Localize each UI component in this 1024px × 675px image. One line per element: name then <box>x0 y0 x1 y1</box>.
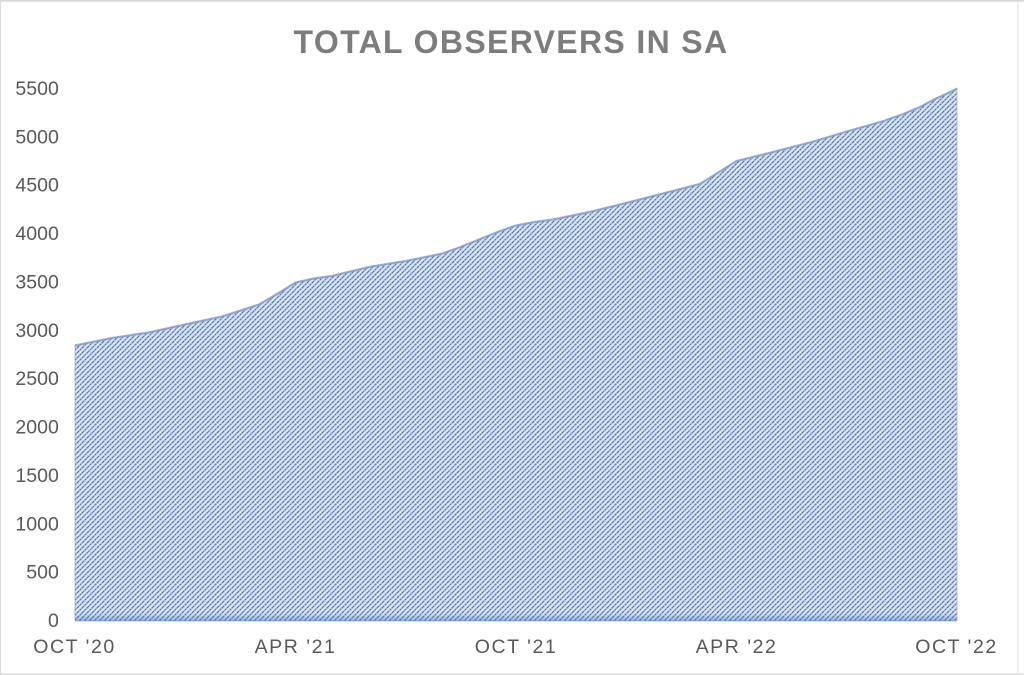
svg-text:5500: 5500 <box>15 78 59 100</box>
svg-text:1000: 1000 <box>15 513 59 535</box>
svg-text:500: 500 <box>26 562 59 584</box>
svg-text:1500: 1500 <box>15 465 59 487</box>
svg-text:4000: 4000 <box>15 223 59 245</box>
svg-text:OCT '22: OCT '22 <box>915 636 998 658</box>
svg-text:OCT '21: OCT '21 <box>475 636 558 658</box>
svg-text:3500: 3500 <box>15 272 59 294</box>
svg-text:5000: 5000 <box>15 126 59 148</box>
svg-text:APR '21: APR '21 <box>255 636 337 658</box>
svg-text:4500: 4500 <box>15 175 59 197</box>
svg-text:2500: 2500 <box>15 368 59 390</box>
svg-text:OCT '20: OCT '20 <box>33 636 116 658</box>
svg-text:0: 0 <box>48 610 59 632</box>
svg-text:TOTAL OBSERVERS IN SA: TOTAL OBSERVERS IN SA <box>294 24 729 60</box>
svg-text:APR '22: APR '22 <box>696 636 778 658</box>
svg-text:2000: 2000 <box>15 417 59 439</box>
svg-text:3000: 3000 <box>15 320 59 342</box>
